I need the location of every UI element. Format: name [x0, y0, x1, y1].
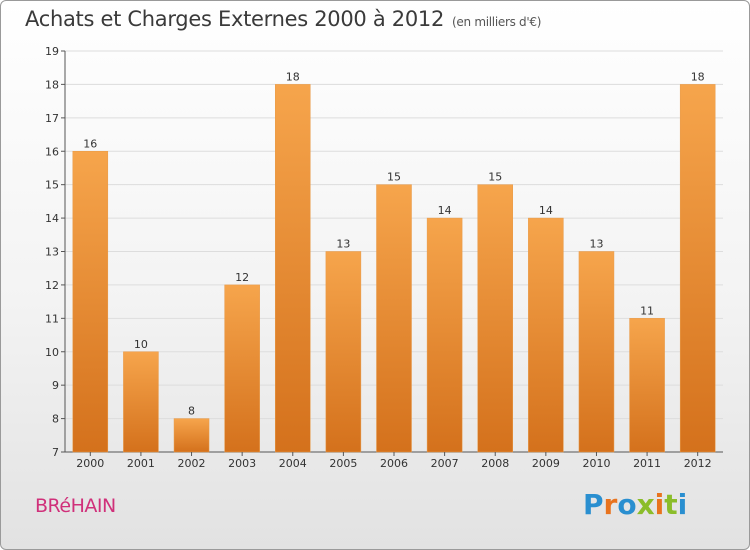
bars	[72, 84, 716, 453]
y-tick-label: 17	[45, 112, 59, 125]
y-tick-label: 11	[45, 312, 59, 325]
y-tick-label: 12	[45, 279, 59, 292]
y-tick-label: 14	[45, 212, 59, 225]
value-label: 14	[539, 204, 553, 217]
value-label: 18	[286, 70, 300, 83]
chart-title-text: Achats et Charges Externes 2000 à 2012	[25, 7, 445, 31]
y-tick-label: 7	[52, 446, 59, 459]
y-tick-label: 13	[45, 246, 59, 259]
y-tick-label: 16	[45, 145, 59, 158]
value-label: 14	[438, 204, 452, 217]
x-tick-label: 2002	[178, 457, 206, 470]
y-tick-label: 18	[45, 78, 59, 91]
x-tick-label: 2008	[481, 457, 509, 470]
bar	[224, 284, 260, 453]
value-label: 16	[83, 137, 97, 150]
x-tick-label: 2005	[329, 457, 357, 470]
x-tick-label: 2011	[633, 457, 661, 470]
bar	[426, 217, 463, 453]
bar	[325, 251, 362, 453]
chart-title: Achats et Charges Externes 2000 à 2012 (e…	[25, 7, 541, 31]
y-tick-label: 15	[45, 179, 59, 192]
bar	[376, 184, 412, 453]
proxiti-logo[interactable]: Proxiti	[583, 488, 687, 521]
chart-subtitle: (en milliers d'€)	[452, 15, 542, 29]
value-labels: 16 10 8 12 18 13 15 14 15 14 13 11 18	[83, 70, 704, 417]
x-axis: 2000 2001 2002 2003 2004 2005 2006 2007 2008 2009…	[76, 452, 712, 470]
brand-letter: o	[617, 488, 637, 521]
value-label: 13	[336, 238, 350, 251]
bar	[477, 184, 513, 453]
brand-letter: t	[664, 488, 678, 521]
y-axis: 7 8 9 10 11 12 13 14 15 16 17 18 19	[45, 45, 723, 459]
bar	[578, 251, 615, 453]
value-label: 12	[235, 271, 249, 284]
x-tick-label: 2004	[279, 457, 307, 470]
y-tick-label: 19	[45, 45, 59, 58]
brand-letter: r	[603, 488, 618, 521]
value-label: 8	[188, 405, 195, 418]
brand-letter: i	[677, 488, 688, 521]
y-tick-label: 9	[52, 379, 59, 392]
value-label: 18	[691, 70, 705, 83]
x-tick-label: 2007	[431, 457, 459, 470]
value-label: 11	[640, 304, 654, 317]
brand-letter: x	[636, 488, 655, 521]
bar	[173, 418, 210, 453]
x-tick-label: 2000	[76, 457, 104, 470]
bar	[72, 151, 109, 453]
bar	[679, 84, 716, 453]
value-label: 10	[134, 338, 148, 351]
value-label: 15	[488, 171, 502, 184]
bar	[528, 217, 564, 453]
value-label: 13	[589, 238, 603, 251]
y-tick-label: 8	[52, 413, 59, 426]
town-name: BRéHAIN	[35, 495, 116, 517]
bar	[275, 84, 311, 453]
y-tick-label: 10	[45, 346, 59, 359]
x-tick-label: 2006	[380, 457, 408, 470]
x-tick-label: 2003	[228, 457, 256, 470]
bar	[629, 318, 665, 453]
value-label: 15	[387, 171, 401, 184]
x-tick-label: 2009	[532, 457, 560, 470]
bar	[123, 351, 159, 453]
brand-letter: i	[654, 488, 665, 521]
x-tick-label: 2010	[582, 457, 610, 470]
brand-letter: P	[583, 488, 604, 521]
x-tick-label: 2001	[127, 457, 155, 470]
x-tick-label: 2012	[684, 457, 712, 470]
